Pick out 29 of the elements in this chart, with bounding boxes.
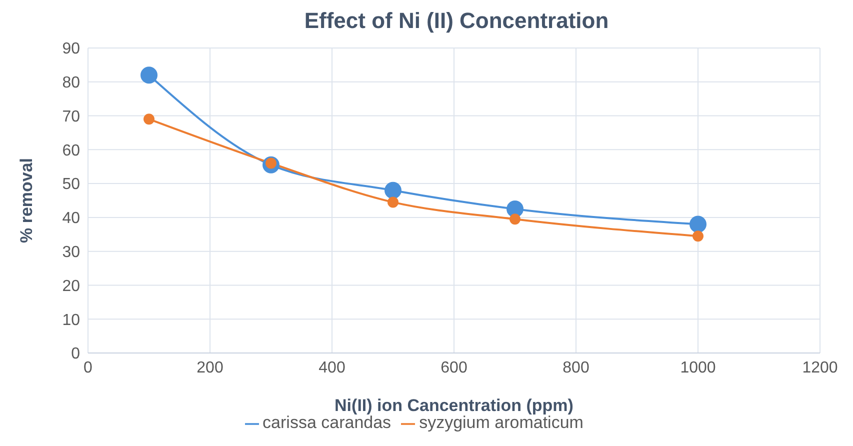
point — [690, 216, 706, 233]
y-tick-label: 20 — [62, 278, 80, 295]
point — [510, 214, 520, 225]
y-tick-label: 30 — [62, 244, 80, 262]
y-tick-label: 60 — [62, 142, 80, 160]
y-tick-label: 40 — [62, 210, 80, 228]
y-tick-label: 10 — [62, 312, 80, 329]
y-tick-label: 80 — [62, 74, 80, 92]
y-tick-label: 70 — [62, 108, 80, 126]
x-axis-title: Ni(II) ion Cancentration (ppm) — [334, 396, 574, 415]
legend-label: carissa carandas — [262, 413, 392, 432]
x-tick-label: 800 — [562, 359, 590, 376]
y-tick-label: 90 — [62, 40, 80, 58]
y-tick-label: 0 — [71, 346, 80, 363]
point — [692, 230, 704, 242]
x-tick-label: 0 — [84, 359, 93, 376]
point — [144, 114, 154, 125]
y-tick-label: 50 — [62, 176, 80, 194]
legend-label: syzygium aromaticum — [419, 413, 584, 432]
x-tick-label: 200 — [196, 359, 224, 376]
x-tick-label: 1000 — [680, 359, 716, 376]
point — [388, 196, 398, 208]
point — [140, 66, 158, 84]
x-tick-label: 400 — [318, 359, 346, 376]
y-axis-title: % removal — [17, 158, 36, 244]
x-tick-label: 1200 — [802, 359, 838, 376]
point — [384, 182, 402, 199]
x-tick-label: 600 — [440, 359, 468, 376]
chart-title: Effect of Ni (II) Concentration — [303, 8, 610, 35]
